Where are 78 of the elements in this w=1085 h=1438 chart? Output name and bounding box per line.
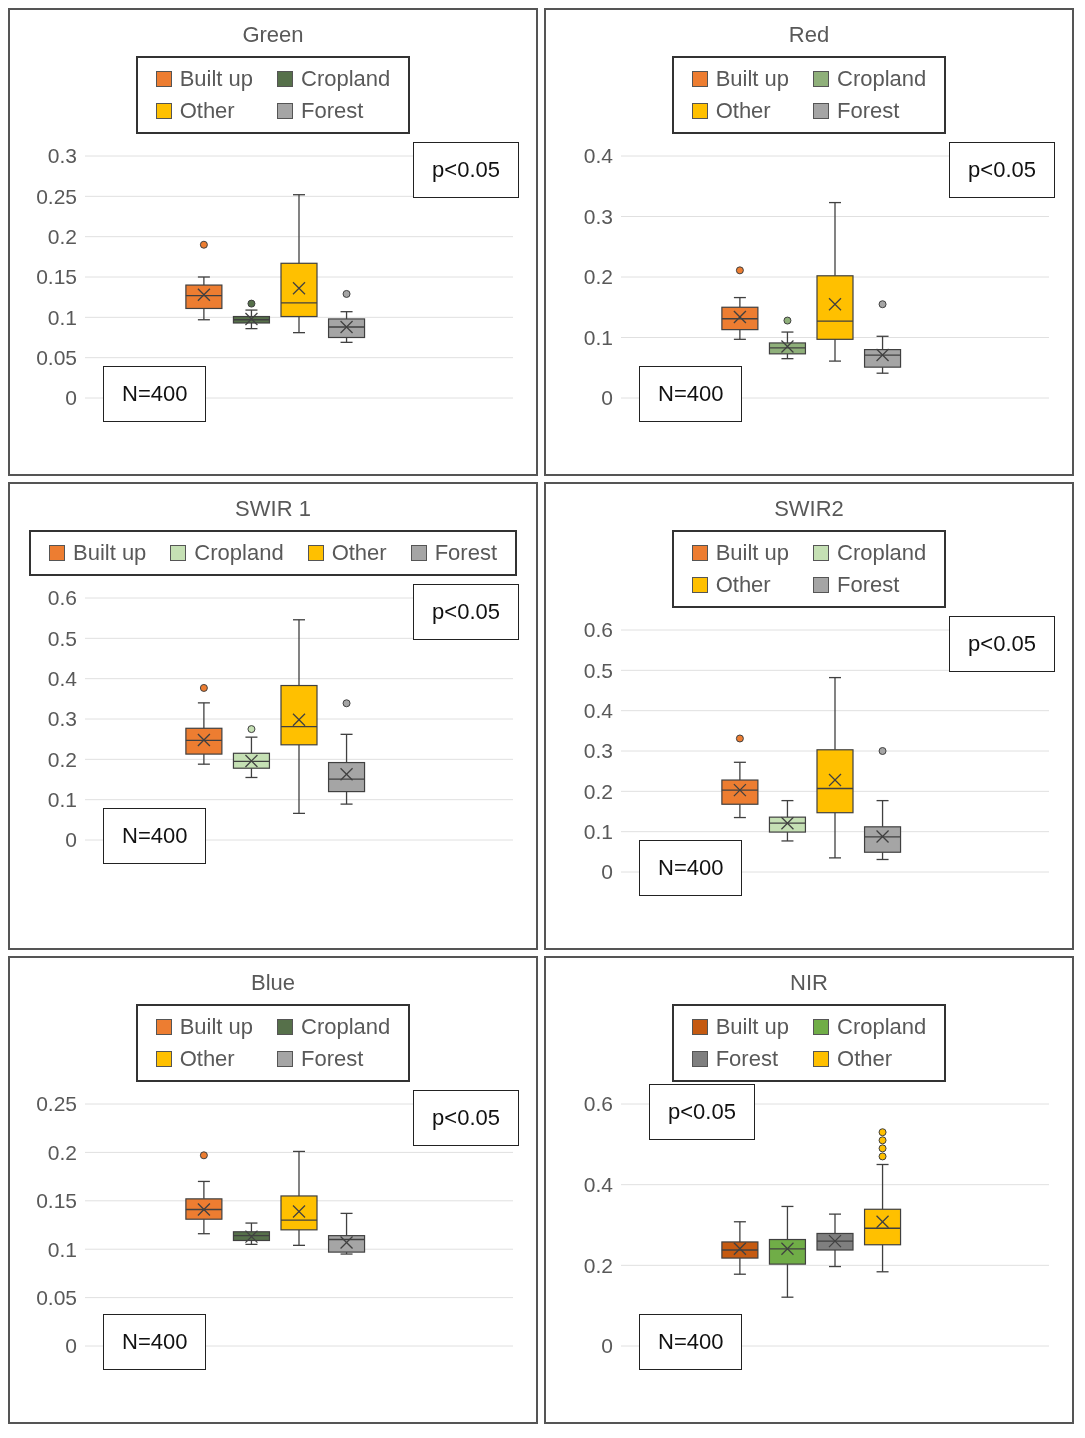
y-tick-label: 0.25	[36, 184, 77, 208]
y-tick-label: 0.5	[583, 658, 613, 682]
legend-label: Forest	[837, 572, 900, 598]
y-tick-label: 0	[65, 1334, 77, 1358]
y-tick-label: 0.15	[36, 1189, 77, 1213]
legend-label: Forest	[301, 1046, 364, 1072]
legend-label: Other	[837, 1046, 893, 1072]
y-tick-label: 0.3	[583, 204, 613, 228]
legend-label: Forest	[434, 540, 498, 566]
legend-label: Cropland	[837, 1014, 927, 1040]
y-tick-label: 0.1	[583, 820, 613, 844]
y-tick-label: 0.3	[47, 707, 77, 731]
y-tick-label: 0	[65, 386, 77, 410]
legend-label: Built up	[715, 540, 790, 566]
y-tick-label: 0.25	[36, 1092, 77, 1116]
y-tick-label: 0.2	[583, 1253, 613, 1277]
annotation: p<0.05	[413, 584, 519, 640]
legend-label: Other	[715, 572, 771, 598]
y-tick-label: 0.1	[47, 305, 77, 329]
annotation: N=400	[639, 366, 743, 422]
y-tick-label: 0.4	[583, 1173, 614, 1197]
y-tick-label: 0.5	[47, 626, 77, 650]
legend-label: Built up	[715, 66, 790, 92]
y-tick-label: 0.2	[583, 779, 613, 803]
chart-title: Green	[241, 22, 305, 48]
legend-label: Other	[715, 98, 771, 124]
annotation: p<0.05	[949, 616, 1055, 672]
y-tick-label: 0.4	[583, 699, 614, 723]
chart-title: Red	[787, 22, 831, 48]
y-tick-label: 0	[601, 386, 613, 410]
y-tick-label: 0.05	[36, 1286, 77, 1310]
y-tick-label: 0.6	[47, 586, 77, 610]
y-tick-label: 0.2	[583, 265, 613, 289]
y-tick-label: 0.2	[47, 225, 77, 249]
chart-title: SWIR2	[773, 496, 845, 522]
annotation: p<0.05	[413, 142, 519, 198]
y-tick-label: 0.05	[36, 346, 77, 370]
y-tick-label: 0	[601, 1334, 613, 1358]
y-tick-label: 0.2	[47, 1140, 77, 1164]
y-tick-label: 0.6	[583, 618, 613, 642]
legend-label: Cropland	[194, 540, 284, 566]
annotation: p<0.05	[413, 1090, 519, 1146]
legend-label: Cropland	[301, 1014, 391, 1040]
legend-label: Built up	[72, 540, 147, 566]
legend-label: Forest	[301, 98, 364, 124]
legend-label: Cropland	[301, 66, 391, 92]
annotation: p<0.05	[949, 142, 1055, 198]
chart-title: Blue	[249, 970, 296, 996]
y-tick-label: 0.1	[47, 788, 77, 812]
legend-label: Other	[179, 98, 235, 124]
y-tick-label: 0	[65, 828, 77, 852]
annotation: p<0.05	[649, 1084, 755, 1140]
y-tick-label: 0.15	[36, 265, 77, 289]
legend-label: Cropland	[837, 66, 927, 92]
y-tick-label: 0.3	[583, 739, 613, 763]
legend-label: Other	[331, 540, 387, 566]
legend-label: Forest	[715, 1046, 779, 1072]
legend-label: Built up	[179, 1014, 254, 1040]
chart-title: NIR	[789, 970, 829, 996]
chart-title: SWIR 1	[234, 496, 312, 522]
legend-label: Built up	[179, 66, 254, 92]
legend-label: Built up	[715, 1014, 790, 1040]
annotation: N=400	[103, 366, 207, 422]
y-tick-label: 0	[601, 860, 613, 884]
legend-label: Cropland	[837, 540, 927, 566]
y-tick-label: 0.3	[47, 144, 77, 168]
legend-label: Forest	[837, 98, 900, 124]
y-tick-label: 0.1	[47, 1237, 77, 1261]
y-tick-label: 0.2	[47, 747, 77, 771]
legend-label: Other	[179, 1046, 235, 1072]
y-tick-label: 0.4	[583, 144, 614, 168]
y-tick-label: 0.1	[583, 325, 613, 349]
annotation: N=400	[103, 1314, 207, 1370]
annotation: N=400	[103, 808, 207, 864]
annotation: N=400	[639, 840, 743, 896]
annotation: N=400	[639, 1314, 743, 1370]
y-tick-label: 0.6	[583, 1092, 613, 1116]
y-tick-label: 0.4	[47, 667, 78, 691]
